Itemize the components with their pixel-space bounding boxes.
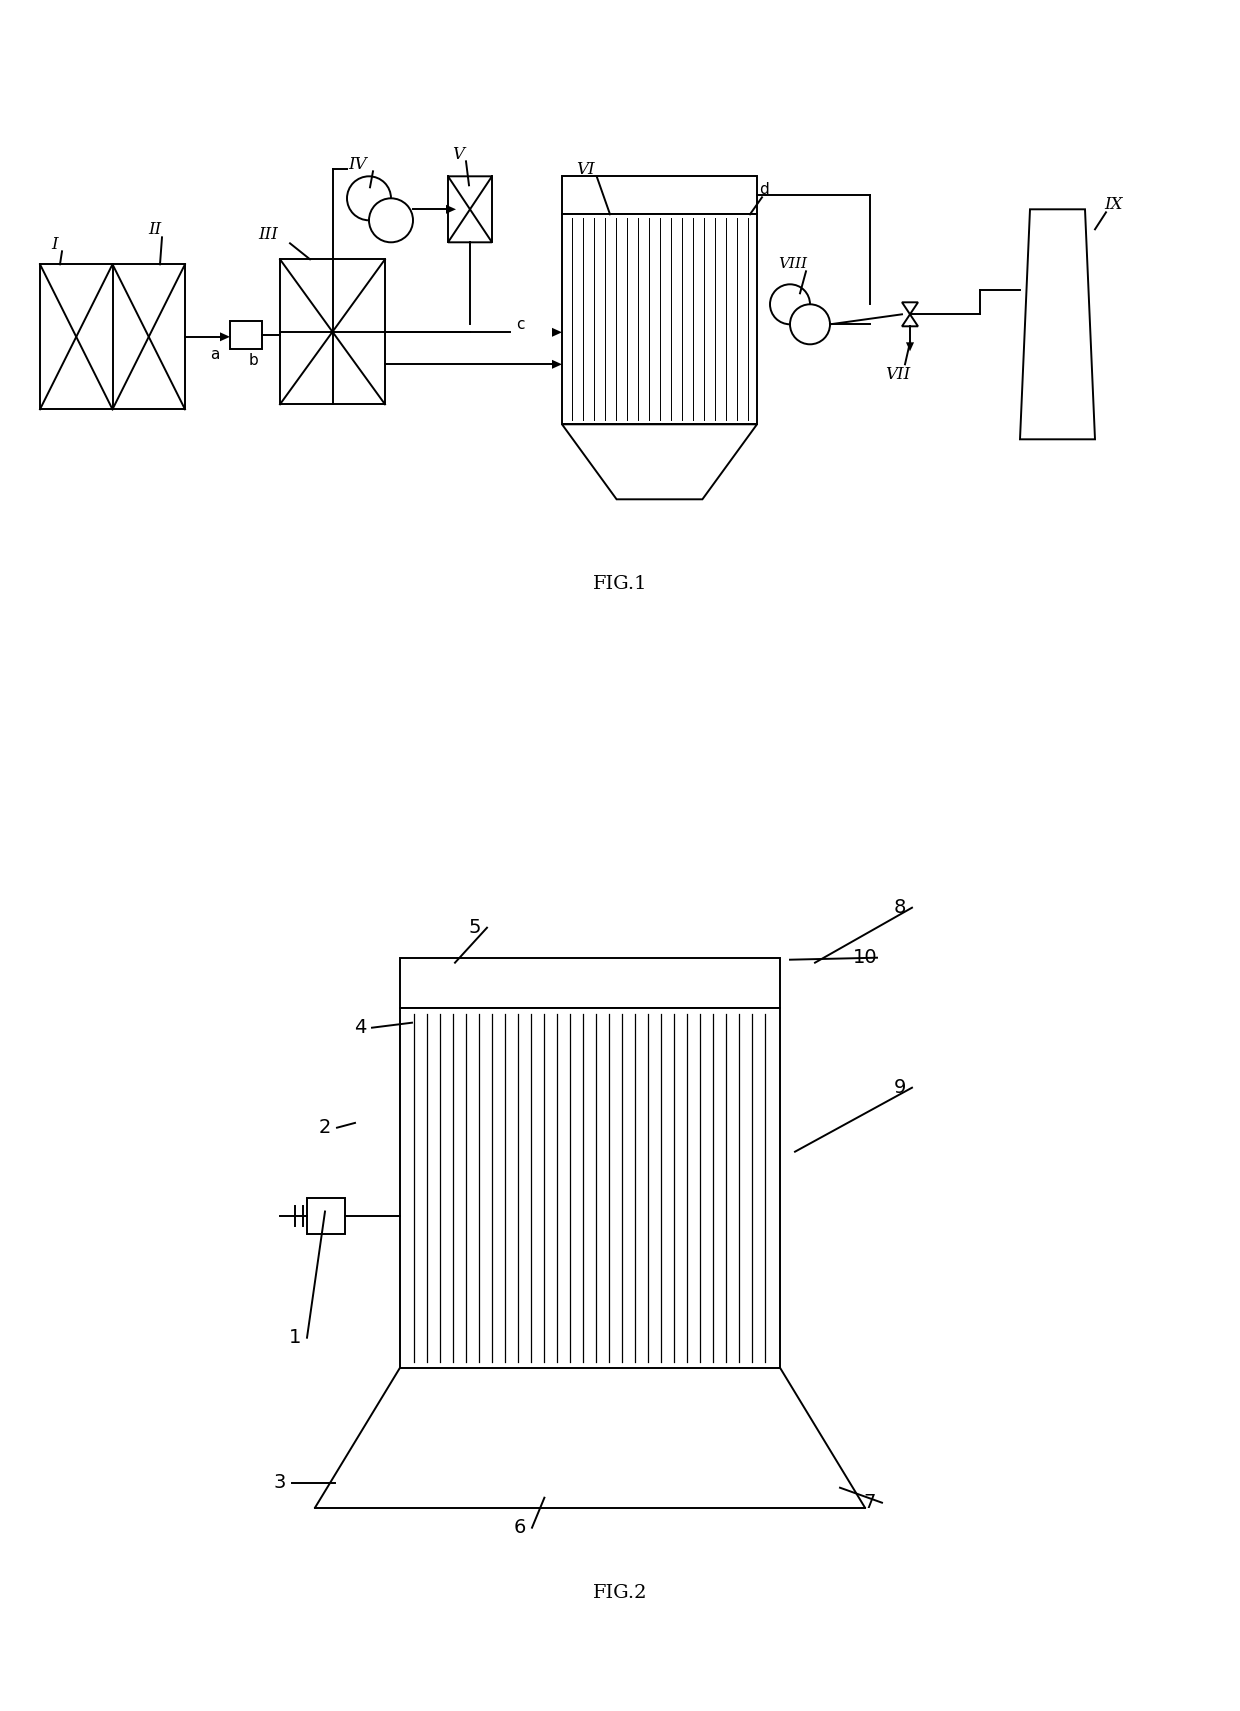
Circle shape <box>790 305 830 344</box>
Text: c: c <box>516 317 525 332</box>
Text: V: V <box>453 145 464 163</box>
Bar <box>280 260 384 404</box>
Bar <box>401 958 780 1008</box>
Bar <box>562 214 756 424</box>
Text: VIII: VIII <box>779 257 807 272</box>
Text: b: b <box>249 352 259 368</box>
Text: IX: IX <box>1104 195 1122 212</box>
Text: 3: 3 <box>274 1473 286 1492</box>
Circle shape <box>770 284 810 325</box>
Text: IV: IV <box>348 156 367 173</box>
Text: FIG.2: FIG.2 <box>593 1584 647 1601</box>
Polygon shape <box>446 205 456 214</box>
Polygon shape <box>448 176 492 209</box>
Bar <box>229 322 262 349</box>
Text: 8: 8 <box>894 898 906 917</box>
Polygon shape <box>219 332 229 340</box>
Text: 7: 7 <box>864 1494 877 1513</box>
Text: d: d <box>759 181 769 197</box>
Text: 2: 2 <box>319 1119 331 1138</box>
Circle shape <box>370 198 413 243</box>
Polygon shape <box>562 424 756 500</box>
Text: 1: 1 <box>289 1328 301 1347</box>
Text: 4: 4 <box>353 1018 366 1037</box>
Text: 5: 5 <box>469 919 481 938</box>
Bar <box>308 1198 345 1235</box>
Polygon shape <box>901 315 918 327</box>
Polygon shape <box>1021 209 1095 440</box>
Text: a: a <box>211 347 219 361</box>
Text: VI: VI <box>575 161 594 178</box>
Polygon shape <box>552 359 562 370</box>
Polygon shape <box>448 209 492 243</box>
Circle shape <box>347 176 391 221</box>
Text: III: III <box>258 226 278 243</box>
Polygon shape <box>906 342 914 351</box>
Text: VII: VII <box>885 366 910 383</box>
Bar <box>401 1008 780 1367</box>
Bar <box>40 263 185 409</box>
Bar <box>562 176 756 214</box>
Text: 10: 10 <box>853 948 878 967</box>
Text: 6: 6 <box>513 1518 526 1536</box>
Text: II: II <box>149 221 161 238</box>
Text: FIG.1: FIG.1 <box>593 575 647 594</box>
Polygon shape <box>552 329 562 337</box>
Polygon shape <box>901 303 918 315</box>
Text: 9: 9 <box>894 1078 906 1097</box>
Text: I: I <box>52 236 58 253</box>
